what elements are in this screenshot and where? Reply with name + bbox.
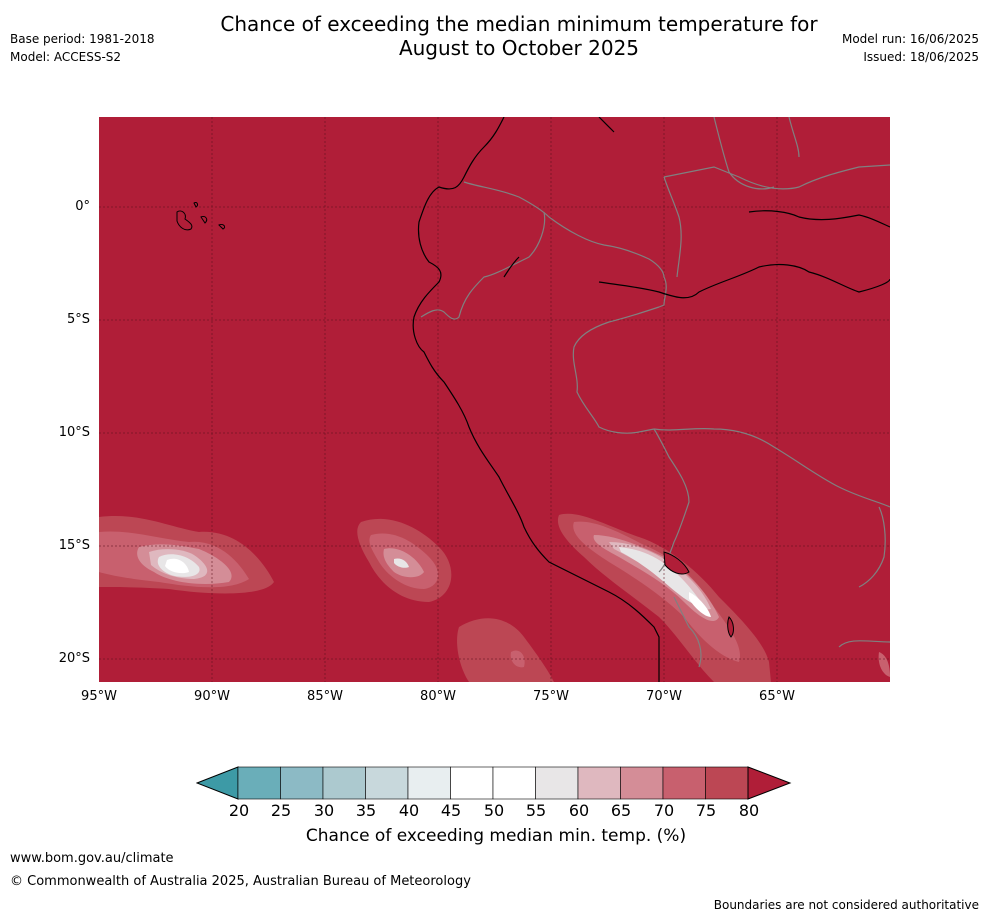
colorbar-tick: 40	[398, 801, 420, 820]
country-borders	[420, 117, 890, 668]
colorbar-segment	[280, 766, 324, 800]
colorbar-tick: 80	[738, 801, 760, 820]
lat-label: 15°S	[58, 538, 90, 553]
colorbar-segment	[705, 766, 749, 800]
colorbar-segment	[620, 766, 664, 800]
colorbar-tick: 60	[568, 801, 590, 820]
colorbar-arrow-low	[196, 766, 239, 800]
colorbar-segment	[322, 766, 366, 800]
colorbar-tick: 65	[610, 801, 632, 820]
colorbar-label: Chance of exceeding median min. temp. (%…	[305, 826, 687, 846]
base-period: Base period: 1981-2018	[10, 32, 155, 46]
chart-title: Chance of exceeding the median minimum t…	[220, 12, 818, 60]
colorbar-segment	[492, 766, 536, 800]
colorbar-segment	[450, 766, 494, 800]
colorbar-tick: 30	[313, 801, 335, 820]
lakes	[663, 551, 734, 638]
lat-label: 0°	[75, 199, 90, 214]
lon-label: 95°W	[81, 689, 117, 704]
footer-note: Boundaries are not considered authoritat…	[713, 898, 979, 912]
issued-date: Issued: 18/06/2025	[863, 50, 979, 64]
colorbar-segment	[662, 766, 706, 800]
anomaly-region-south	[457, 618, 554, 682]
colorbar-tick: 45	[440, 801, 462, 820]
model-name: Model: ACCESS-S2	[10, 50, 122, 64]
lon-label: 70°W	[646, 689, 682, 704]
colorbar-segment	[237, 766, 281, 800]
lat-label: 10°S	[58, 425, 90, 440]
colorbar-tick: 70	[653, 801, 675, 820]
lat-label: 5°S	[66, 312, 90, 327]
colorbar-segment	[577, 766, 621, 800]
colorbar-segment	[535, 766, 579, 800]
anomaly-region-andes	[557, 513, 890, 682]
colorbar-tick: 55	[525, 801, 547, 820]
meta-right: Model run: 16/06/2025 Issued: 18/06/2025	[842, 30, 979, 66]
lat-label: 20°S	[58, 651, 90, 666]
colorbar-segment	[365, 766, 409, 800]
colorbar-tick: 75	[695, 801, 717, 820]
colorbar-tick: 50	[483, 801, 505, 820]
lon-label: 85°W	[307, 689, 343, 704]
colorbar-arrow-high	[747, 766, 792, 800]
colorbar	[196, 766, 792, 800]
anomaly-region-central	[357, 518, 452, 602]
anomaly-region-west	[99, 515, 274, 594]
lon-label: 65°W	[759, 689, 795, 704]
map-background	[99, 117, 890, 682]
model-run: Model run: 16/06/2025	[841, 32, 979, 46]
lon-label: 90°W	[194, 689, 230, 704]
forecast-map	[99, 117, 890, 682]
colorbar-tick: 25	[270, 801, 292, 820]
lon-label: 80°W	[420, 689, 456, 704]
footer-copyright: © Commonwealth of Australia 2025, Austra…	[10, 874, 471, 889]
colorbar-tick: 20	[228, 801, 250, 820]
lon-label: 75°W	[533, 689, 569, 704]
meta-left: Base period: 1981-2018 Model: ACCESS-S2	[10, 30, 155, 66]
coastline	[412, 117, 890, 682]
colorbar-segment	[407, 766, 451, 800]
colorbar-tick: 35	[355, 801, 377, 820]
footer-url[interactable]: www.bom.gov.au/climate	[10, 851, 174, 866]
galapagos-islands	[176, 202, 226, 231]
